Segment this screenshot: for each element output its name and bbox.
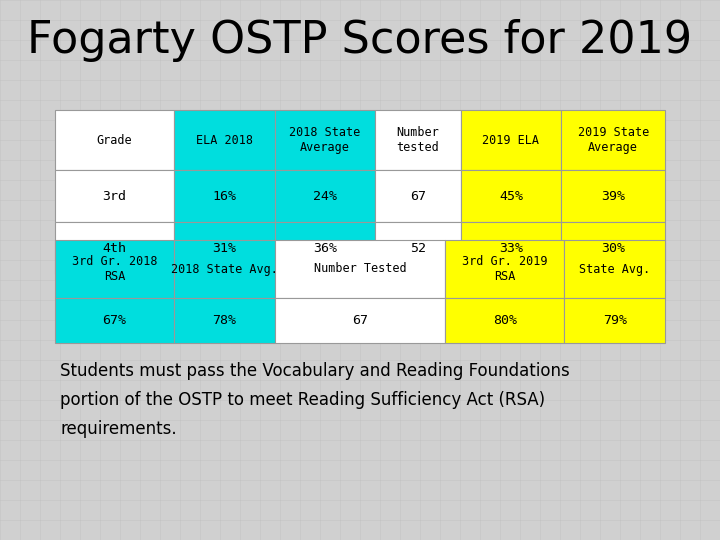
Bar <box>274 170 375 222</box>
Text: Grade: Grade <box>96 133 132 146</box>
Text: 67: 67 <box>352 314 368 327</box>
Bar <box>274 298 446 343</box>
Bar <box>564 240 665 298</box>
Text: 2019 State
Average: 2019 State Average <box>577 126 649 154</box>
Bar <box>446 240 564 298</box>
Text: 16%: 16% <box>212 190 236 202</box>
Bar <box>174 298 274 343</box>
Bar <box>461 222 562 274</box>
Text: 78%: 78% <box>212 314 236 327</box>
Text: 39%: 39% <box>601 190 625 202</box>
Bar <box>55 222 174 274</box>
Bar <box>564 298 665 343</box>
Bar <box>446 298 564 343</box>
Text: 3rd Gr. 2018
RSA: 3rd Gr. 2018 RSA <box>72 255 157 283</box>
Bar <box>174 170 274 222</box>
Text: 31%: 31% <box>212 241 236 254</box>
Bar <box>174 222 274 274</box>
Text: Number Tested: Number Tested <box>314 262 406 275</box>
Text: ELA 2018: ELA 2018 <box>196 133 253 146</box>
Text: 4th: 4th <box>102 241 127 254</box>
Text: 3rd Gr. 2019
RSA: 3rd Gr. 2019 RSA <box>462 255 548 283</box>
Bar <box>274 240 446 298</box>
Bar <box>174 240 274 298</box>
Bar <box>55 110 174 170</box>
Bar <box>55 240 174 298</box>
Text: 3rd: 3rd <box>102 190 127 202</box>
Text: 24%: 24% <box>313 190 337 202</box>
Bar <box>375 222 461 274</box>
Text: 30%: 30% <box>601 241 625 254</box>
Bar <box>562 222 665 274</box>
Text: 45%: 45% <box>499 190 523 202</box>
Bar <box>274 222 375 274</box>
Bar <box>461 170 562 222</box>
Bar <box>375 110 461 170</box>
Text: Number
tested: Number tested <box>397 126 439 154</box>
Text: 67: 67 <box>410 190 426 202</box>
Text: Students must pass the Vocabulary and Reading Foundations
portion of the OSTP to: Students must pass the Vocabulary and Re… <box>60 362 570 438</box>
Bar <box>274 110 375 170</box>
Text: 36%: 36% <box>313 241 337 254</box>
Bar <box>562 170 665 222</box>
Bar <box>55 170 174 222</box>
Text: 52: 52 <box>410 241 426 254</box>
Text: 2019 ELA: 2019 ELA <box>482 133 539 146</box>
Text: 2018 State Avg.: 2018 State Avg. <box>171 262 278 275</box>
Text: 79%: 79% <box>603 314 626 327</box>
Text: 2018 State
Average: 2018 State Average <box>289 126 361 154</box>
Text: Fogarty OSTP Scores for 2019: Fogarty OSTP Scores for 2019 <box>27 18 693 62</box>
Text: 33%: 33% <box>499 241 523 254</box>
Bar <box>174 110 274 170</box>
Bar <box>55 298 174 343</box>
Text: State Avg.: State Avg. <box>579 262 650 275</box>
Bar <box>562 110 665 170</box>
Bar <box>375 170 461 222</box>
Text: 80%: 80% <box>493 314 517 327</box>
Bar <box>461 110 562 170</box>
Text: 67%: 67% <box>102 314 127 327</box>
